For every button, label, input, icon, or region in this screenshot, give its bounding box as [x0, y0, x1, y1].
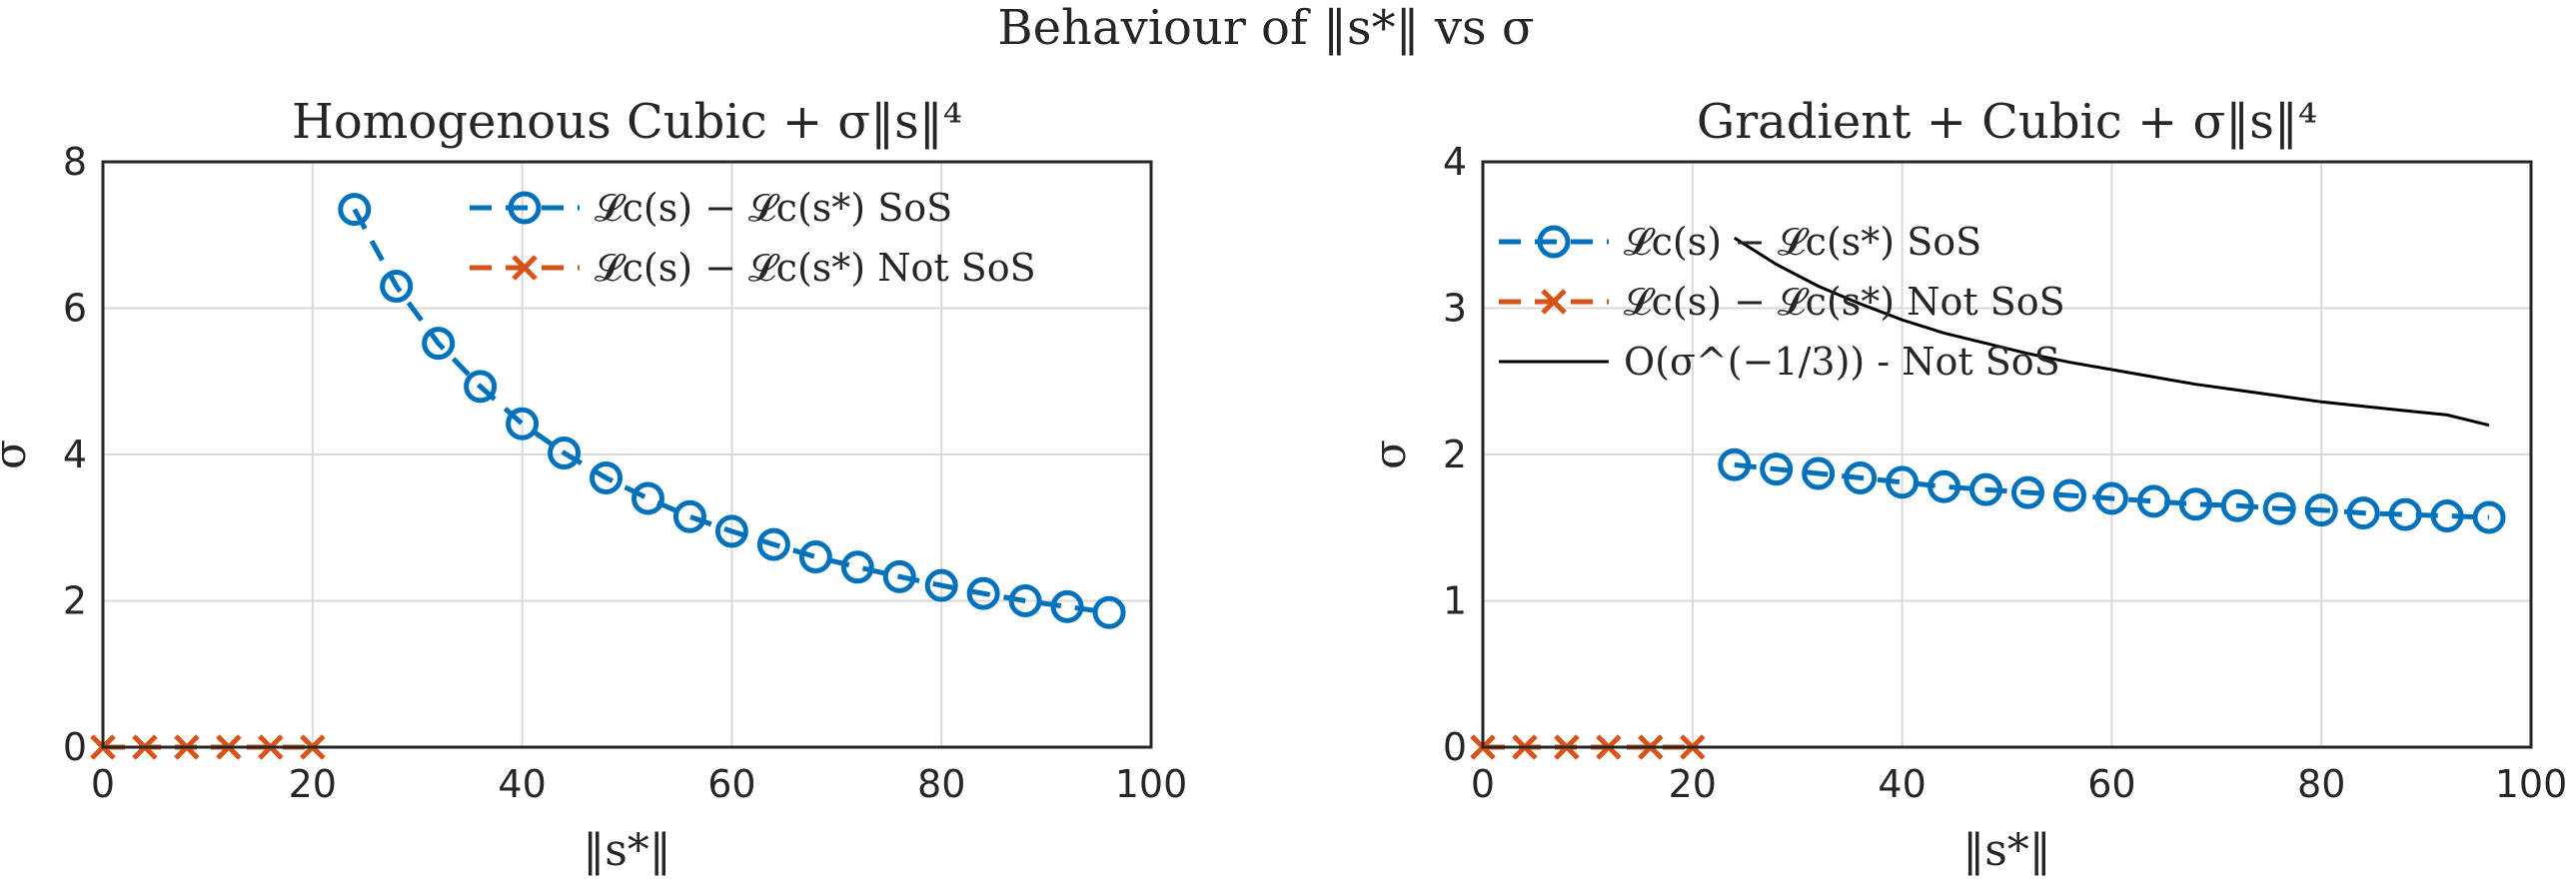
x-tick-label: 20: [1669, 762, 1717, 806]
data-point-circle: [840, 550, 874, 584]
x-tick-label: 100: [2495, 762, 2568, 806]
legend-marker-cross: [1541, 289, 1567, 315]
data-point-circle: [2388, 497, 2422, 531]
y-tick-label: 6: [63, 287, 87, 331]
data-point-circle: [1969, 472, 2003, 506]
x-tick-label: 100: [1115, 762, 1188, 806]
legend-label: 𝓛c(s) − 𝓛c(s*) SoS: [1624, 220, 1981, 264]
data-point-circle: [631, 481, 664, 515]
data-point-circle: [2010, 475, 2044, 509]
y-tick-label: 8: [63, 140, 87, 184]
series-line: [352, 208, 1110, 615]
panel-title: Homogenous Cubic + σ‖s‖⁴: [292, 94, 962, 150]
data-point-circle: [1008, 584, 1042, 617]
legend-label: 𝓛c(s) − 𝓛c(s*) Not SoS: [1624, 280, 2065, 324]
axes-frame: [1481, 160, 2533, 749]
data-point-circle: [548, 437, 582, 470]
data-point-circle: [380, 270, 414, 304]
y-tick-label: 2: [63, 579, 87, 623]
x-tick-label: 60: [2087, 762, 2135, 806]
data-point-circle: [966, 576, 1000, 610]
x-tick-label: 40: [498, 762, 546, 806]
data-point-circle: [798, 540, 832, 574]
legend-marker-cross: [512, 255, 538, 281]
data-point-circle: [2052, 478, 2086, 512]
data-point-circle: [1844, 460, 1878, 494]
y-axis-label: σ: [1365, 440, 1416, 469]
data-point-circle: [464, 370, 498, 404]
x-axis-label: ‖s*‖: [1962, 825, 2051, 876]
y-tick-label: 0: [63, 725, 87, 769]
series-2: [1734, 236, 2490, 428]
data-point-circle: [2136, 484, 2170, 518]
data-point-circle: [2220, 488, 2254, 522]
figure-title: Behaviour of ‖s*‖ vs σ: [997, 0, 1534, 56]
legend-marker-circle: [508, 191, 542, 225]
data-point-circle: [1760, 452, 1794, 486]
panel-title: Gradient + Cubic + σ‖s‖⁴: [1697, 94, 2317, 150]
legend-label: 𝓛c(s) − 𝓛c(s*) SoS: [595, 186, 952, 230]
axes-frame: [101, 160, 1153, 749]
data-point-circle: [1928, 469, 1961, 503]
y-tick-label: 3: [1443, 287, 1467, 331]
x-tick-label: 80: [2297, 762, 2345, 806]
data-point-circle: [338, 193, 372, 227]
y-tick-label: 2: [1443, 433, 1467, 476]
data-point-circle: [2304, 493, 2338, 527]
data-point-circle: [2178, 487, 2212, 521]
legend: 𝓛c(s) − 𝓛c(s*) SoS 𝓛c(s) − 𝓛c(s*) Not SoS: [470, 186, 1036, 290]
series-0: [1718, 447, 2506, 534]
data-point-circle: [2430, 499, 2464, 533]
y-tick-label: 4: [1443, 140, 1467, 184]
x-tick-label: 40: [1878, 762, 1926, 806]
series-line: [1734, 236, 2490, 428]
data-point-circle: [756, 527, 790, 561]
data-point-circle: [1050, 589, 1084, 623]
x-tick-label: 0: [1471, 762, 1495, 806]
data-point-circle: [714, 514, 748, 548]
x-axis-label: ‖s*‖: [583, 825, 671, 876]
data-point-circle: [1802, 456, 1836, 490]
x-tick-label: 0: [91, 762, 115, 806]
data-point-circle: [1092, 595, 1126, 629]
series-0: [338, 193, 1126, 629]
y-axis-label: σ: [0, 440, 36, 469]
data-point-circle: [2262, 491, 2296, 525]
data-point-circle: [882, 559, 916, 593]
x-tick-label: 60: [707, 762, 755, 806]
legend-label: 𝓛c(s) − 𝓛c(s*) Not SoS: [595, 246, 1036, 290]
series-line: [1734, 461, 2490, 520]
data-point-circle: [590, 460, 624, 494]
y-tick-label: 1: [1443, 579, 1467, 623]
data-point-circle: [672, 499, 706, 533]
legend-marker-circle: [1537, 225, 1571, 259]
data-point-circle: [2346, 496, 2380, 530]
data-point-circle: [2472, 500, 2506, 534]
x-tick-label: 20: [289, 762, 337, 806]
legend: 𝓛c(s) − 𝓛c(s*) SoS 𝓛c(s) − 𝓛c(s*) Not SoS…: [1499, 220, 2065, 384]
data-point-circle: [924, 568, 958, 602]
data-point-circle: [422, 327, 456, 361]
data-point-circle: [1718, 447, 1752, 481]
x-tick-label: 80: [917, 762, 965, 806]
y-tick-label: 0: [1443, 725, 1467, 769]
legend-label: O(σ^(−1/3)) - Not SoS: [1624, 340, 2060, 384]
data-point-circle: [1886, 465, 1920, 499]
y-tick-label: 4: [63, 433, 87, 476]
data-point-circle: [2094, 481, 2128, 515]
data-point-circle: [506, 407, 540, 441]
